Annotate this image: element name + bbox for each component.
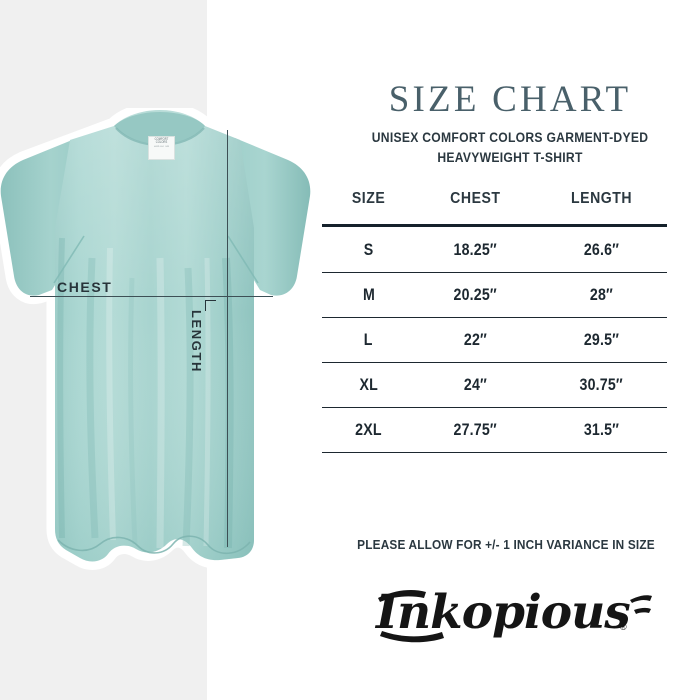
cell-size: S (322, 226, 415, 273)
length-guide-line (227, 130, 228, 547)
table-row: M 20.25″ 28″ (322, 273, 667, 318)
page-subtitle: UNISEX COMFORT COLORS GARMENT-DYED HEAVY… (339, 128, 681, 168)
cell-size: 2XL (322, 408, 415, 453)
chest-guide-line (30, 296, 273, 297)
cell-size: XL (322, 363, 415, 408)
shirt-neck-label: COMFORT COLORS 100% COTTON (148, 136, 175, 160)
subtitle-line-2: HEAVYWEIGHT T-SHIRT (437, 150, 583, 165)
cell-length: 28″ (536, 273, 667, 318)
chest-guide-label: CHEST (57, 279, 113, 295)
size-value: S (363, 240, 374, 259)
neck-label-brand-line1: COMFORT (154, 137, 169, 142)
column-header-length: LENGTH (570, 190, 632, 207)
table-row: XL 24″ 30.75″ (322, 363, 667, 408)
length-value: 28″ (589, 285, 613, 304)
cell-size: L (322, 318, 415, 363)
shirt-collar (114, 112, 205, 144)
cell-chest: 24″ (415, 363, 536, 408)
brand-logo-brush-strokes (378, 590, 652, 643)
column-header-chest: CHEST (450, 190, 501, 207)
cell-length: 29.5″ (536, 318, 667, 363)
length-value: 29.5″ (583, 330, 620, 349)
neck-label-brand-line2: COLORS (155, 140, 168, 144)
shirt-hem-stitch (57, 535, 251, 555)
length-value: 30.75″ (579, 375, 624, 394)
size-value: 2XL (355, 420, 382, 439)
table-row: L 22″ 29.5″ (322, 318, 667, 363)
length-corner-tick-icon (205, 300, 216, 311)
variance-note: PLEASE ALLOW FOR +/- 1 INCH VARIANCE IN … (357, 538, 655, 552)
chest-value: 22″ (463, 330, 488, 349)
tshirt-image (0, 108, 322, 588)
length-value: 26.6″ (583, 240, 620, 259)
column-header-size: SIZE (351, 190, 386, 207)
size-value: XL (359, 375, 378, 394)
chest-value: 27.75″ (453, 420, 498, 439)
cell-length: 26.6″ (536, 226, 667, 273)
table-header-row: SIZE CHEST LENGTH (322, 190, 667, 226)
size-table: SIZE CHEST LENGTH S 18.25″ 26.6″ M 20.25… (322, 190, 667, 453)
cell-size: M (322, 273, 415, 318)
cell-chest: 22″ (415, 318, 536, 363)
length-guide-label: LENGTH (189, 310, 204, 374)
cell-chest: 27.75″ (415, 408, 536, 453)
cell-chest: 18.25″ (415, 226, 536, 273)
page-title: SIZE CHART (388, 79, 632, 120)
product-photo-zone: COMFORT COLORS 100% COTTON CHEST LENGTH (0, 0, 320, 700)
chest-value: 18.25″ (453, 240, 498, 259)
length-value: 31.5″ (583, 420, 620, 439)
subtitle-line-1: UNISEX COMFORT COLORS GARMENT-DYED (371, 130, 649, 145)
chart-content: SIZE CHART UNISEX COMFORT COLORS GARMENT… (320, 0, 700, 700)
size-value: M (362, 285, 375, 304)
chest-value: 20.25″ (453, 285, 498, 304)
cell-length: 31.5″ (536, 408, 667, 453)
cell-chest: 20.25″ (415, 273, 536, 318)
table-row: S 18.25″ 26.6″ (322, 226, 667, 273)
neck-label-fineprint: 100% COTTON (153, 145, 170, 148)
cell-length: 30.75″ (536, 363, 667, 408)
chest-value: 24″ (463, 375, 488, 394)
table-row: 2XL 27.75″ 31.5″ (322, 408, 667, 453)
brand-registered-mark: ® (620, 622, 627, 632)
brand-logo: Inkopious ® (368, 578, 658, 648)
size-value: L (364, 330, 373, 349)
